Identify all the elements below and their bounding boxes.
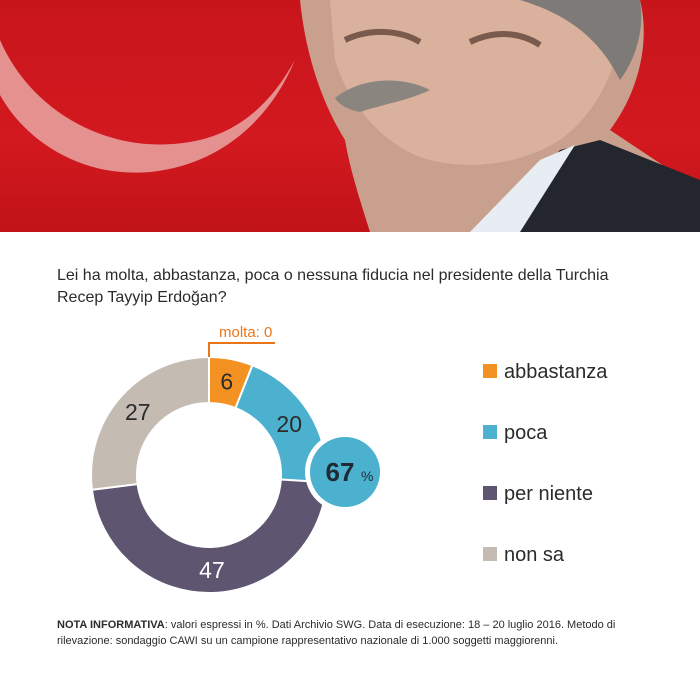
legend-swatch-poca (483, 425, 497, 439)
value-label-poca: 20 (276, 411, 302, 437)
value-label-molta: molta: 0 (219, 324, 272, 341)
highlight-unit: % (361, 468, 373, 484)
note-label: NOTA INFORMATIVA (57, 619, 165, 631)
legend-label-non-sa: non sa (504, 544, 565, 566)
donut-chart: molta: 0 6 20 47 27 abbastanza poca per niente… (90, 324, 608, 594)
value-label-abbastanza: 6 (220, 369, 233, 395)
note-text: : valori espressi in %. Dati Archivio SW… (57, 619, 616, 647)
legend-label-per-niente: per niente (504, 483, 593, 505)
legend-swatch-non-sa (483, 547, 497, 561)
highlight-value: 67 (326, 457, 355, 487)
value-label-per-niente: 47 (199, 557, 225, 583)
legend-swatch-per-niente (483, 486, 497, 500)
legend-label-abbastanza: abbastanza (504, 361, 608, 383)
value-label-non-sa: 27 (125, 399, 151, 425)
slice-per-niente (90, 478, 328, 594)
hero-image (0, 0, 700, 232)
info-note: NOTA INFORMATIVA: valori espressi in %. … (57, 617, 657, 649)
legend-swatch-abbastanza (483, 364, 497, 378)
erdogan-photo (0, 0, 700, 232)
highlight-bubble (310, 437, 380, 507)
slice-non-sa (90, 355, 210, 491)
zero-callout-line (208, 342, 275, 357)
survey-question: Lei ha molta, abbastanza, poca o nessuna… (57, 267, 609, 306)
legend-label-poca: poca (504, 422, 548, 444)
